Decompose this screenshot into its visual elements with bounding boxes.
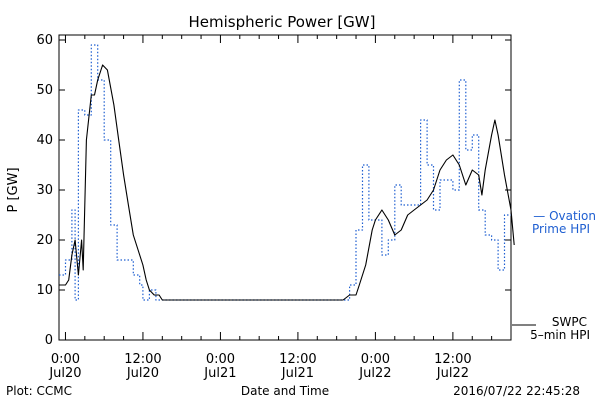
x-tick-label-date: Jul22 (436, 366, 469, 381)
y-tick-label: 10 (36, 283, 53, 298)
y-tick-label: 40 (36, 133, 53, 148)
legend-ovation-line1: — Ovation (533, 209, 596, 223)
x-tick-label-time: 0:00 (51, 352, 80, 367)
chart-title: Hemispheric Power [GW] (189, 13, 376, 31)
swpc-hpi-line (59, 64, 515, 301)
y-tick-label: 30 (36, 183, 53, 198)
x-tick-label-date: Jul20 (48, 366, 81, 381)
x-tick-label-time: 12:00 (279, 352, 316, 367)
footer-plot-credit: Plot: CCMC (6, 384, 72, 398)
x-tick-label-time: 12:00 (124, 352, 161, 367)
legend-swpc-line2: 5–min HPI (530, 328, 590, 342)
legend-swpc-line1: SWPC (552, 315, 587, 329)
x-axis-label: Date and Time (241, 384, 329, 398)
x-tick-label-date: Jul21 (281, 366, 314, 381)
x-tick-label-time: 12:00 (434, 352, 471, 367)
y-tick-label: 20 (36, 233, 53, 248)
plot-frame (58, 34, 512, 341)
y-axis-ticks: 0 10 20 30 40 50 60 (36, 33, 511, 348)
legend-swpc: SWPC 5–min HPI (512, 315, 590, 342)
y-tick-label: 50 (36, 83, 53, 98)
series-layer (59, 44, 515, 301)
legend-ovation-line2: Prime HPI (532, 222, 590, 236)
y-axis-label: P [GW] (6, 167, 21, 212)
x-tick-label-date: Jul21 (203, 366, 236, 381)
ovation-prime-hpi-line (59, 44, 511, 301)
x-tick-label-time: 0:00 (206, 352, 235, 367)
legend-ovation: — Ovation Prime HPI (532, 209, 596, 236)
y-tick-label: 0 (45, 333, 53, 348)
x-axis-ticks: 0:00Jul2012:00Jul200:00Jul2112:00Jul210:… (48, 35, 512, 381)
x-tick-label-date: Jul20 (126, 366, 159, 381)
footer-timestamp: 2016/07/22 22:45:28 (453, 384, 580, 398)
x-tick-label-date: Jul22 (358, 366, 391, 381)
x-tick-label-time: 0:00 (361, 352, 390, 367)
y-tick-label: 60 (36, 33, 53, 48)
